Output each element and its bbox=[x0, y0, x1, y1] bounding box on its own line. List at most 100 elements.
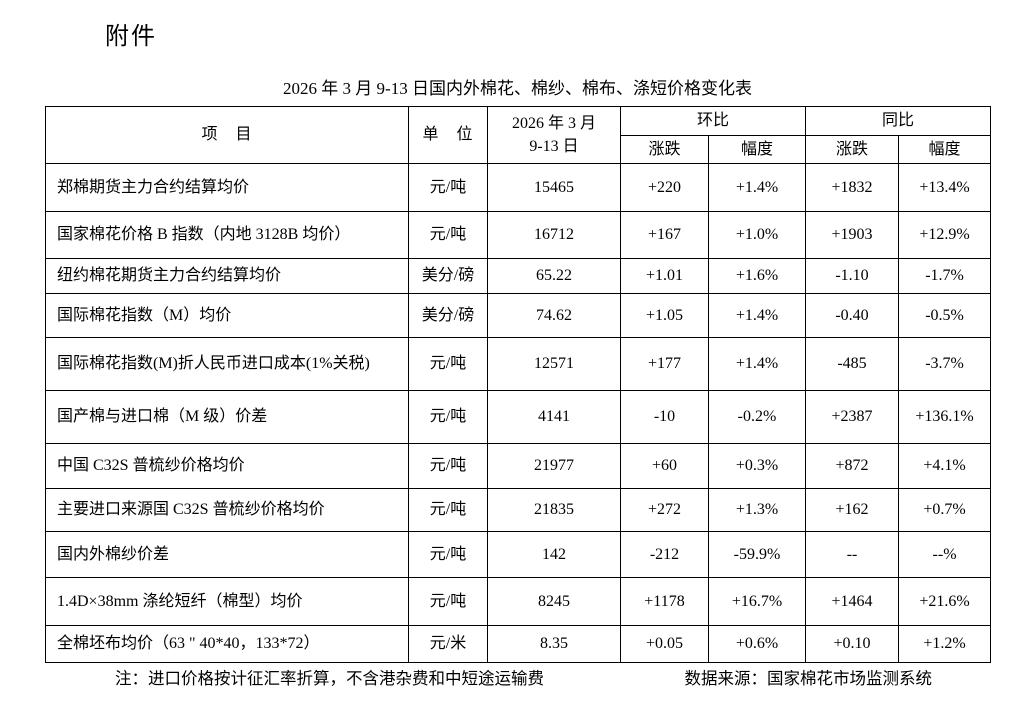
row-unit: 美分/磅 bbox=[408, 258, 488, 294]
data-source: 数据来源：国家棉花市场监测系统 bbox=[684, 669, 933, 688]
table-row: 国际棉花指数(M)折人民币进口成本(1%关税) 元/吨 12571 +177 +… bbox=[45, 337, 992, 391]
row-mom-change: +1.05 bbox=[620, 293, 709, 338]
row-yoy-change: +162 bbox=[805, 488, 900, 532]
row-unit: 元/吨 bbox=[408, 488, 488, 532]
row-yoy-change: +1832 bbox=[805, 163, 900, 212]
row-unit: 元/米 bbox=[408, 625, 488, 663]
row-unit: 元/吨 bbox=[408, 163, 488, 212]
table-row: 国家棉花价格 B 指数（内地 3128B 均价） 元/吨 16712 +167 … bbox=[45, 211, 992, 259]
row-mom-pct: -0.2% bbox=[707, 390, 807, 444]
row-unit: 元/吨 bbox=[408, 531, 488, 578]
row-value: 15465 bbox=[487, 163, 621, 212]
row-mom-pct: +16.7% bbox=[707, 577, 807, 626]
cotton-price-table: 项 目 单 位 2026 年 3 月 9-13 日 环比 同比 涨跌 幅度 涨跌… bbox=[45, 106, 992, 663]
row-yoy-change: +1464 bbox=[805, 577, 900, 626]
row-mom-pct: +0.3% bbox=[707, 443, 807, 489]
table-row: 主要进口来源国 C32S 普梳纱价格均价 元/吨 21835 +272 +1.3… bbox=[45, 488, 992, 532]
row-item: 全棉坯布均价（63 " 40*40，133*72） bbox=[45, 625, 409, 663]
row-item: 国产棉与进口棉（M 级）价差 bbox=[45, 390, 409, 444]
row-unit: 元/吨 bbox=[408, 337, 488, 391]
row-mom-pct: +1.4% bbox=[707, 337, 807, 391]
col-header-mom: 环比 bbox=[619, 106, 807, 136]
row-value: 12571 bbox=[487, 337, 621, 391]
row-yoy-change: +872 bbox=[805, 443, 900, 489]
table-row: 郑棉期货主力合约结算均价 元/吨 15465 +220 +1.4% +1832 … bbox=[45, 163, 992, 212]
row-item: 国际棉花指数(M)折人民币进口成本(1%关税) bbox=[45, 337, 409, 391]
table-title: 2026 年 3 月 9-13 日国内外棉花、棉纱、棉布、涤短价格变化表 bbox=[283, 79, 752, 98]
row-unit: 元/吨 bbox=[408, 577, 488, 626]
row-unit: 元/吨 bbox=[408, 211, 488, 259]
row-value: 142 bbox=[487, 531, 621, 578]
footnote: 注：进口价格按计征汇率折算，不含港杂费和中短途运输费 bbox=[115, 669, 544, 688]
row-yoy-pct: +12.9% bbox=[898, 211, 992, 259]
table-footer: 注：进口价格按计征汇率折算，不含港杂费和中短途运输费 数据来源：国家棉花市场监测… bbox=[45, 665, 990, 689]
row-value: 21835 bbox=[487, 488, 621, 532]
row-mom-pct: +1.4% bbox=[707, 163, 807, 212]
row-item: 国家棉花价格 B 指数（内地 3128B 均价） bbox=[45, 211, 409, 259]
attachment-label: 附件 bbox=[105, 24, 157, 50]
row-yoy-pct: --% bbox=[898, 531, 992, 578]
table-row: 1.4D×38mm 涤纶短纤（棉型）均价 元/吨 8245 +1178 +16.… bbox=[45, 577, 992, 626]
row-mom-change: +0.05 bbox=[620, 625, 709, 663]
col-header-yoy: 同比 bbox=[805, 106, 992, 136]
col-header-yoy-change: 涨跌 bbox=[805, 135, 900, 164]
row-mom-change: +1.01 bbox=[620, 258, 709, 294]
row-item: 郑棉期货主力合约结算均价 bbox=[45, 163, 409, 212]
col-header-mom-change: 涨跌 bbox=[620, 135, 709, 164]
row-mom-change: +167 bbox=[620, 211, 709, 259]
row-mom-change: +1178 bbox=[620, 577, 709, 626]
row-mom-change: -10 bbox=[620, 390, 709, 444]
period-line-2: 9-13 日 bbox=[529, 138, 579, 155]
row-item: 1.4D×38mm 涤纶短纤（棉型）均价 bbox=[45, 577, 409, 626]
row-yoy-change: -1.10 bbox=[805, 258, 900, 294]
row-mom-pct: +1.4% bbox=[707, 293, 807, 338]
table-row: 全棉坯布均价（63 " 40*40，133*72） 元/米 8.35 +0.05… bbox=[45, 625, 992, 663]
row-yoy-change: +1903 bbox=[805, 211, 900, 259]
row-item: 国际棉花指数（M）均价 bbox=[45, 293, 409, 338]
header-row-sub: 涨跌 幅度 涨跌 幅度 bbox=[46, 135, 992, 164]
table-row: 国产棉与进口棉（M 级）价差 元/吨 4141 -10 -0.2% +2387 … bbox=[45, 390, 992, 444]
row-value: 4141 bbox=[487, 390, 621, 444]
row-yoy-pct: -1.7% bbox=[898, 258, 992, 294]
row-item: 中国 C32S 普梳纱价格均价 bbox=[45, 443, 409, 489]
row-unit: 元/吨 bbox=[408, 390, 488, 444]
row-value: 16712 bbox=[487, 211, 621, 259]
row-yoy-pct: -3.7% bbox=[898, 337, 992, 391]
col-header-unit: 单 位 bbox=[408, 106, 488, 164]
row-mom-pct: +1.6% bbox=[707, 258, 807, 294]
row-mom-change: +177 bbox=[620, 337, 709, 391]
row-unit: 元/吨 bbox=[408, 443, 488, 489]
row-value: 74.62 bbox=[487, 293, 621, 338]
col-header-yoy-pct: 幅度 bbox=[898, 135, 992, 164]
row-mom-pct: +1.3% bbox=[707, 488, 807, 532]
row-yoy-pct: +0.7% bbox=[898, 488, 992, 532]
col-header-item: 项 目 bbox=[45, 106, 409, 164]
row-mom-pct: +0.6% bbox=[707, 625, 807, 663]
row-yoy-change: -0.40 bbox=[805, 293, 900, 338]
row-item: 主要进口来源国 C32S 普梳纱价格均价 bbox=[45, 488, 409, 532]
row-yoy-pct: +13.4% bbox=[898, 163, 992, 212]
row-mom-change: -212 bbox=[620, 531, 709, 578]
col-header-period: 2026 年 3 月 9-13 日 bbox=[487, 106, 621, 164]
row-mom-pct: -59.9% bbox=[707, 531, 807, 578]
row-value: 8245 bbox=[487, 577, 621, 626]
period-line-1: 2026 年 3 月 bbox=[511, 114, 596, 132]
row-yoy-pct: -0.5% bbox=[898, 293, 992, 338]
table-row: 中国 C32S 普梳纱价格均价 元/吨 21977 +60 +0.3% +872… bbox=[45, 443, 992, 489]
row-item: 国内外棉纱价差 bbox=[45, 531, 409, 578]
row-value: 8.35 bbox=[487, 625, 621, 663]
table-row: 国内外棉纱价差 元/吨 142 -212 -59.9% -- --% bbox=[45, 531, 992, 578]
row-yoy-change: -- bbox=[805, 531, 900, 578]
table-row: 国际棉花指数（M）均价 美分/磅 74.62 +1.05 +1.4% -0.40… bbox=[45, 293, 992, 338]
row-yoy-pct: +1.2% bbox=[898, 625, 992, 663]
row-value: 21977 bbox=[487, 443, 621, 489]
table-row: 纽约棉花期货主力合约结算均价 美分/磅 65.22 +1.01 +1.6% -1… bbox=[45, 258, 992, 294]
row-value: 65.22 bbox=[487, 258, 621, 294]
row-yoy-change: +2387 bbox=[805, 390, 900, 444]
row-mom-change: +60 bbox=[620, 443, 709, 489]
row-item: 纽约棉花期货主力合约结算均价 bbox=[45, 258, 409, 294]
row-yoy-change: -485 bbox=[805, 337, 900, 391]
row-yoy-pct: +136.1% bbox=[898, 390, 992, 444]
row-mom-change: +220 bbox=[620, 163, 709, 212]
